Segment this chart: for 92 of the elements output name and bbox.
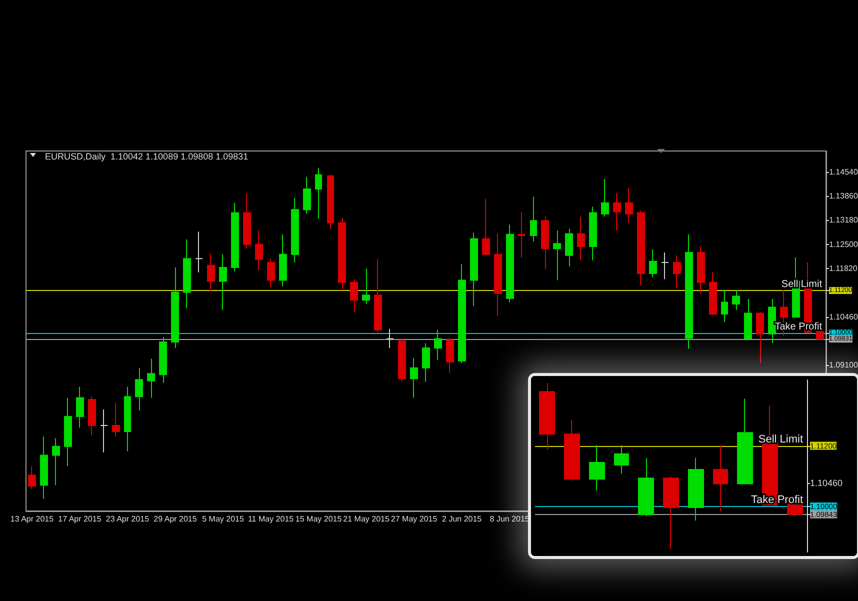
candlestick <box>494 233 502 317</box>
candlestick <box>40 436 48 500</box>
candlestick <box>518 211 525 258</box>
candlestick <box>434 329 442 360</box>
candlestick <box>207 253 215 292</box>
candlestick <box>541 216 549 270</box>
y-tick-label: 1.14540 <box>829 167 858 176</box>
candlestick <box>28 466 36 490</box>
candlestick <box>64 397 72 467</box>
candlestick <box>577 216 585 261</box>
candlestick <box>601 178 609 218</box>
candlestick <box>816 329 824 340</box>
x-tick-label: 23 Apr 2015 <box>106 514 150 524</box>
y-tick-label: 1.10460 <box>829 312 858 322</box>
candlestick <box>338 217 346 290</box>
candlestick <box>470 232 478 307</box>
chart-title: EURUSD,Daily 1.10042 1.10089 1.09808 1.09831 <box>45 152 248 162</box>
candlestick <box>530 196 537 242</box>
x-tick-label: 5 May 2015 <box>202 514 244 524</box>
candlestick <box>482 198 490 255</box>
candlestick <box>744 298 752 340</box>
candlestick <box>506 224 514 303</box>
candlestick <box>673 254 681 289</box>
candlestick <box>315 168 322 220</box>
x-tick-label: 21 May 2015 <box>343 514 390 524</box>
x-tick-label: 27 May 2015 <box>390 514 438 524</box>
candlestick <box>732 290 740 311</box>
candlestick <box>291 197 299 263</box>
candlestick <box>649 248 657 278</box>
candlestick <box>159 336 167 384</box>
x-tick-label: 13 Apr 2015 <box>10 514 54 524</box>
y-tick-label: 1.13860 <box>829 192 858 201</box>
candlestick <box>147 358 155 398</box>
y-tick-label: 1.10460 <box>810 478 843 488</box>
candlestick <box>768 298 776 344</box>
y-tick-label: 1.13180 <box>829 216 858 225</box>
candlestick <box>737 398 753 484</box>
candlestick <box>589 206 597 261</box>
candlestick <box>553 230 561 281</box>
candlestick <box>565 228 573 267</box>
x-tick-label: 29 Apr 2015 <box>154 514 198 524</box>
candlestick <box>637 210 645 286</box>
candlestick <box>243 193 251 250</box>
candlestick <box>279 234 287 287</box>
candlestick <box>756 312 764 364</box>
candlestick <box>685 234 693 350</box>
candlestick <box>663 476 679 550</box>
candlestick <box>303 176 311 214</box>
candlestick <box>625 187 633 224</box>
candlestick <box>422 342 430 382</box>
candlestick <box>171 266 179 349</box>
x-tick-label: 17 Apr 2015 <box>58 514 102 524</box>
candlestick <box>721 290 728 323</box>
candlestick <box>386 328 394 349</box>
x-tick-label: 11 May 2015 <box>248 514 294 524</box>
x-tick-label: 2 Jun 2015 <box>442 514 482 524</box>
candlestick <box>76 386 84 428</box>
candlestick <box>539 382 555 450</box>
candlestick <box>446 338 454 374</box>
candlestick <box>112 402 120 437</box>
candlestick <box>255 230 263 271</box>
candlestick <box>124 386 131 452</box>
candlestick <box>327 174 334 230</box>
candlestick <box>709 272 717 316</box>
candlestick <box>613 192 621 232</box>
candlestick <box>374 258 382 333</box>
candlestick <box>52 438 60 486</box>
candlestick <box>589 444 605 492</box>
candlestick <box>267 258 275 288</box>
candlestick <box>614 444 629 474</box>
candlestick <box>638 457 654 517</box>
y-tick-label: 1.12500 <box>829 240 858 249</box>
candlestick <box>661 252 669 280</box>
candlestick <box>100 408 108 453</box>
y-tick-label: 1.11820 <box>829 264 858 274</box>
candlestick <box>564 419 580 482</box>
candlestick <box>362 268 370 305</box>
x-tick-label: 15 May 2015 <box>295 514 342 524</box>
candlestick <box>697 246 705 294</box>
candlestick <box>135 367 143 412</box>
candlestick <box>713 444 728 512</box>
y-tick-label: 1.09100 <box>829 360 858 370</box>
candlestick <box>410 357 418 398</box>
candlestick <box>195 231 203 273</box>
candlestick <box>350 278 358 313</box>
candlestick <box>458 264 466 364</box>
candlestick <box>231 202 239 272</box>
candlestick <box>88 396 96 436</box>
candlestick <box>688 457 704 522</box>
candlestick <box>183 238 191 309</box>
candlestick <box>219 254 227 311</box>
candlestick <box>398 338 406 382</box>
